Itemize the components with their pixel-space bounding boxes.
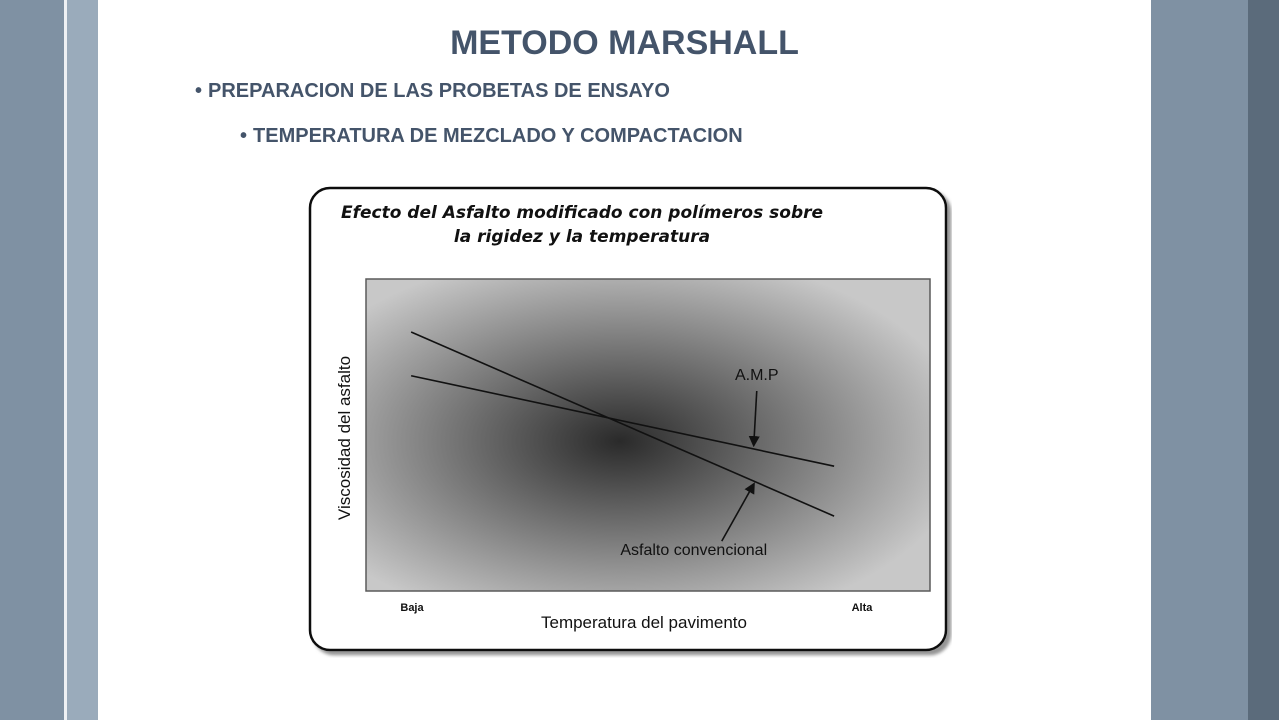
x-tick-label: Alta [852,602,874,614]
series-line-asfalto-convencional [410,331,835,517]
bullet-dot: • [240,125,248,147]
bullet-text: PREPARACION DE LAS PROBETAS DE ENSAYO [208,80,670,102]
y-axis-label: Viscosidad del asfalto [335,356,354,520]
chart-title-line: la rigidez y la temperatura [454,227,710,247]
bullet-text: TEMPERATURA DE MEZCLADO Y COMPACTACION [253,125,743,147]
right-decor-band [1151,0,1248,720]
bullet-item: • PREPARACION DE LAS PROBETAS DE ENSAYO [195,80,670,103]
left-decor-band-light [67,0,98,720]
bullet-dot: • [195,80,203,102]
annotation-arrow [748,390,760,448]
x-axis-label: Temperatura del pavimento [541,613,747,632]
left-decor-band [0,0,64,720]
viscosity-temperature-chart: Efecto del Asfalto modificado con políme… [308,186,948,652]
slide-title: METODO MARSHALL [450,24,799,62]
x-tick-label: Baja [400,602,424,614]
left-decor-stripe [64,0,67,720]
chart-title-line: Efecto del Asfalto modificado con políme… [341,203,823,223]
series-line-amp [410,374,835,467]
annotation-label: Asfalto convencional [620,542,767,559]
right-decor-band-dark [1248,0,1279,720]
series-layer [410,331,835,517]
annotation-arrow [721,482,755,542]
annotation-label: A.M.P [735,367,779,384]
bullet-item: • TEMPERATURA DE MEZCLADO Y COMPACTACION [240,125,743,148]
annotation-layer: A.M.P Asfalto convencional [620,367,778,559]
